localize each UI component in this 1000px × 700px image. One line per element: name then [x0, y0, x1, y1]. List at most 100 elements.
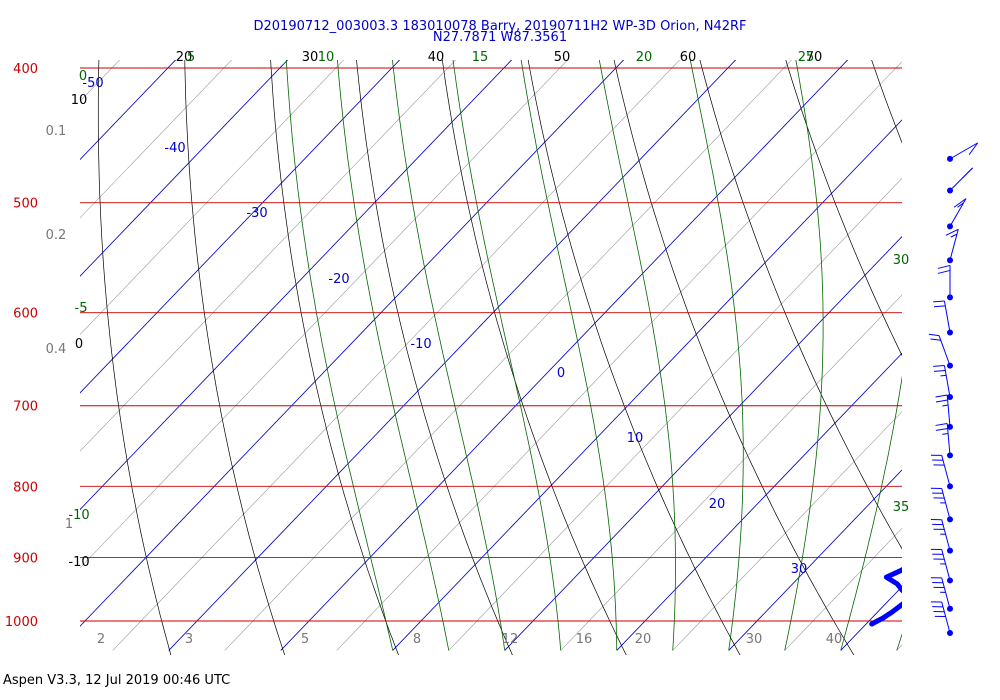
pressure-tick-label: 500 [13, 197, 38, 212]
wind-barb-staff [941, 455, 951, 487]
wind-barb [930, 548, 953, 584]
wind-barb [937, 264, 953, 301]
isotherm [504, 236, 902, 651]
temperature-label: -20 [328, 272, 349, 287]
theta-label: -10 [68, 555, 89, 570]
wind-barb-halfflag [942, 432, 949, 435]
wind-barb-staff [941, 519, 951, 551]
dewpoint-profile [869, 566, 902, 627]
temperature-label: -50 [82, 76, 103, 91]
wind-barb [945, 228, 959, 264]
mixing-ratio-label: 2 [97, 632, 105, 647]
moist-adiabat [953, 37, 1000, 650]
isotherm [80, 60, 289, 277]
wind-barb-flag [935, 399, 948, 403]
theta-e-label: 20 [636, 50, 653, 65]
temperature-label: -10 [410, 337, 431, 352]
mixing-ratio-label: 12 [502, 632, 519, 647]
theta-label: 70 [806, 50, 823, 65]
moist-adiabat [285, 60, 394, 651]
isotherm [616, 352, 902, 651]
wind-barb [928, 333, 953, 369]
mixing-ratio-label: 40 [826, 632, 843, 647]
wind-barbs [928, 142, 979, 636]
grid-line [896, 644, 902, 651]
temperature-profile [921, 156, 1000, 625]
mixing-ratio-label: 3 [185, 632, 193, 647]
wind-barb-flag [935, 394, 948, 398]
wind-barb-staff [943, 300, 951, 333]
chart-title: D20190712_003003.3 183010078 Barry, 2019… [253, 19, 747, 34]
mixing-ratio-label: 0.2 [46, 228, 67, 243]
mixing-ratio-label: 0.1 [46, 124, 67, 139]
theta-e-label: 35 [893, 500, 910, 515]
theta-e-label: 0 [79, 69, 87, 84]
isobars [80, 67, 902, 622]
dry-adiabat [270, 60, 399, 655]
moist-adiabat [689, 60, 744, 651]
grid-line [80, 60, 456, 452]
wind-barb [933, 300, 953, 336]
theta-label: 20 [176, 50, 193, 65]
wind-barb-flag [961, 167, 973, 179]
dry-adiabat [699, 60, 902, 550]
pressure-tick-label: 400 [13, 62, 38, 77]
wind-barb-flag [933, 305, 946, 308]
isotherm [80, 60, 401, 394]
isotherm [728, 469, 902, 651]
theta-label: 30 [302, 50, 319, 65]
grid-line [504, 236, 902, 651]
wind-barb [935, 394, 953, 430]
temperature-label: 30 [791, 562, 808, 577]
theta-e-label: 15 [472, 50, 489, 65]
wind-barb-flag [933, 300, 945, 303]
wind-barb-flag [968, 142, 979, 156]
temperature-label: -40 [164, 141, 185, 156]
dry-adiabat [949, 37, 1000, 656]
grid-line [80, 60, 568, 569]
wind-barb [947, 142, 979, 162]
isotherm [280, 60, 849, 651]
wind-barb-halfflag [950, 233, 958, 238]
moist-adiabat [452, 60, 562, 651]
pressure-tick-label: 1000 [5, 615, 38, 630]
theta-e-label: 25 [798, 50, 815, 65]
dry-adiabat [441, 60, 627, 655]
moist-adiabat [392, 60, 506, 651]
theta-e-label: 10 [318, 50, 335, 65]
temperature-label: 10 [627, 431, 644, 446]
wind-barb-staff [949, 198, 967, 227]
wind-barb [930, 519, 953, 554]
theta-label: 0 [75, 337, 83, 352]
grid-line [80, 60, 344, 335]
wind-barb [930, 454, 953, 490]
wind-barb-flag [930, 338, 941, 341]
moist-adiabat [896, 633, 902, 651]
grid-line [728, 469, 902, 651]
theta-e-label: -10 [68, 508, 89, 523]
wind-barb-staff [941, 601, 951, 634]
dry-adiabat [785, 60, 902, 357]
wind-barb [933, 365, 953, 401]
grid-line [112, 60, 680, 651]
footer-version: Aspen V3.3, 12 Jul 2019 00:46 UTC [3, 673, 231, 688]
sounding-profiles [869, 156, 1000, 627]
wind-barb-halfflag [957, 202, 964, 208]
dry-adiabat [613, 60, 855, 655]
mixing-ratio-label: 16 [576, 632, 593, 647]
theta-e-label: 5 [187, 50, 195, 65]
wind-barb-flag [933, 369, 946, 372]
isotherm [80, 60, 513, 511]
moist-adiabats [285, 37, 1000, 651]
grid-line [80, 60, 232, 219]
wind-barb [935, 423, 953, 459]
theta-label: 50 [554, 50, 571, 65]
theta-label: 10 [71, 93, 88, 108]
theta-label: 60 [680, 50, 697, 65]
dry-adiabat [184, 60, 286, 655]
wind-barb-flag [935, 427, 948, 431]
wind-barb [930, 487, 953, 523]
wind-barb-staff [938, 335, 951, 366]
theta-e-label: -5 [75, 301, 88, 316]
temperature-label: 20 [709, 497, 726, 512]
